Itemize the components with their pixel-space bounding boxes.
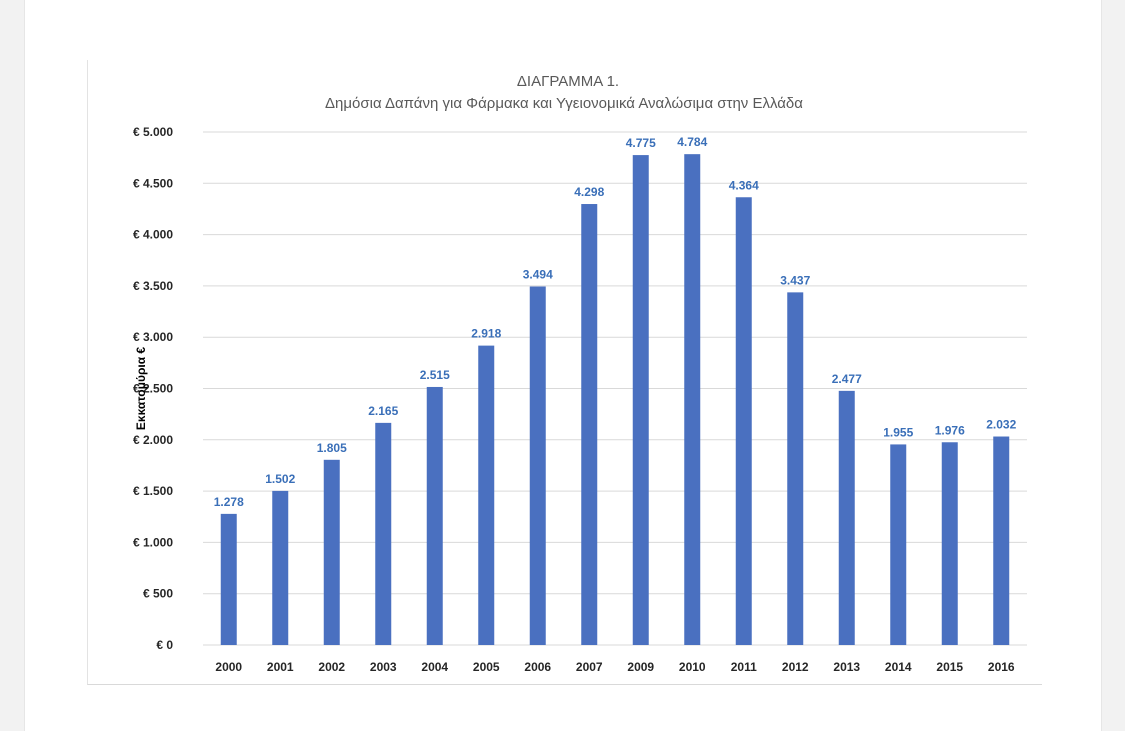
x-tick-label-2000: 2000 bbox=[215, 660, 242, 674]
x-tick-label-2011: 2011 bbox=[731, 660, 757, 674]
y-tick-label: € 1.500 bbox=[133, 484, 173, 498]
data-label-2016: 2.032 bbox=[986, 418, 1016, 432]
x-tick-label-2015: 2015 bbox=[936, 660, 963, 674]
y-tick-label: € 5.000 bbox=[133, 125, 173, 139]
x-tick-label-2002: 2002 bbox=[318, 660, 345, 674]
data-label-2007: 4.298 bbox=[574, 185, 604, 199]
bar-2005 bbox=[478, 345, 495, 645]
y-tick-label: € 3.000 bbox=[133, 330, 173, 344]
bar-2000 bbox=[220, 513, 237, 645]
x-tick-label-2007: 2007 bbox=[576, 660, 603, 674]
bar-2003 bbox=[375, 422, 392, 645]
y-tick-label: € 1.000 bbox=[133, 535, 173, 549]
bar-2013 bbox=[838, 390, 855, 645]
bar-2004 bbox=[426, 386, 443, 645]
bar-2010 bbox=[684, 154, 701, 645]
data-label-2011: 4.364 bbox=[729, 178, 759, 192]
data-label-2012: 3.437 bbox=[780, 273, 810, 287]
y-tick-label: € 2.500 bbox=[133, 382, 173, 396]
data-label-2009: 4.775 bbox=[626, 136, 656, 150]
data-label-2003: 2.165 bbox=[368, 404, 398, 418]
y-tick-label: € 500 bbox=[143, 587, 173, 601]
data-label-2002: 1.805 bbox=[317, 441, 347, 455]
bar-2011 bbox=[735, 197, 752, 645]
bar-2015 bbox=[941, 442, 958, 645]
x-tick-label-2003: 2003 bbox=[370, 660, 397, 674]
x-tick-label-2009: 2009 bbox=[627, 660, 654, 674]
data-label-2010: 4.784 bbox=[677, 135, 707, 149]
data-label-2005: 2.918 bbox=[471, 327, 501, 341]
data-label-2014: 1.955 bbox=[883, 425, 913, 439]
data-label-2001: 1.502 bbox=[265, 472, 295, 486]
data-label-2015: 1.976 bbox=[935, 423, 965, 437]
bar-2009 bbox=[632, 155, 649, 645]
y-tick-label: € 2.000 bbox=[133, 433, 173, 447]
bar-2002 bbox=[323, 459, 340, 645]
x-tick-label-2006: 2006 bbox=[524, 660, 551, 674]
bar-2001 bbox=[272, 490, 289, 645]
bar-2007 bbox=[581, 204, 598, 645]
x-tick-label-2001: 2001 bbox=[267, 660, 294, 674]
y-axis-label: Εκκατομύρια € bbox=[134, 347, 148, 431]
y-tick-label: € 0 bbox=[156, 638, 173, 652]
x-tick-label-2013: 2013 bbox=[833, 660, 860, 674]
bar-2016 bbox=[993, 436, 1010, 645]
x-tick-label-2014: 2014 bbox=[885, 660, 912, 674]
chart-area: ΔΙΑΓΡΑΜΜΑ 1. Δημόσια Δαπάνη για Φάρμακα … bbox=[87, 60, 1042, 685]
data-label-2013: 2.477 bbox=[832, 372, 862, 386]
chart-subtitle: Δημόσια Δαπάνη για Φάρμακα και Υγειονομι… bbox=[325, 95, 803, 112]
y-axis-ticks: € 0 € 500 € 1.000 € 1.500 € 2.000 € 2.500 € 3.… bbox=[133, 125, 173, 652]
y-tick-label: € 4.500 bbox=[133, 176, 173, 190]
x-tick-label-2004: 2004 bbox=[421, 660, 448, 674]
bar-2014 bbox=[890, 444, 907, 645]
x-tick-label-2010: 2010 bbox=[679, 660, 706, 674]
data-label-2006: 3.494 bbox=[523, 268, 553, 282]
bar-2012 bbox=[787, 292, 804, 645]
page-background: ΔΙΑΓΡΑΜΜΑ 1. Δημόσια Δαπάνη για Φάρμακα … bbox=[24, 0, 1102, 731]
y-tick-label: € 3.500 bbox=[133, 279, 173, 293]
chart-title: ΔΙΑΓΡΑΜΜΑ 1. bbox=[517, 73, 619, 90]
bars: 1.278 1.502 1.805 2.165 2.515 2.918 3.494 4.298… bbox=[214, 135, 1017, 645]
bar-2006 bbox=[529, 286, 546, 645]
bar-chart: ΔΙΑΓΡΑΜΜΑ 1. Δημόσια Δαπάνη για Φάρμακα … bbox=[133, 73, 1027, 674]
y-tick-label: € 4.000 bbox=[133, 228, 173, 242]
x-tick-label-2016: 2016 bbox=[988, 660, 1015, 674]
x-tick-label-2005: 2005 bbox=[473, 660, 500, 674]
x-tick-label-2012: 2012 bbox=[782, 660, 809, 674]
data-label-2000: 1.278 bbox=[214, 495, 244, 509]
gridlines bbox=[203, 131, 1027, 646]
data-label-2004: 2.515 bbox=[420, 368, 450, 382]
x-axis-ticks: 2000 2001 2002 2003 2004 2005 2006 2007 2009 2010… bbox=[215, 660, 1015, 674]
